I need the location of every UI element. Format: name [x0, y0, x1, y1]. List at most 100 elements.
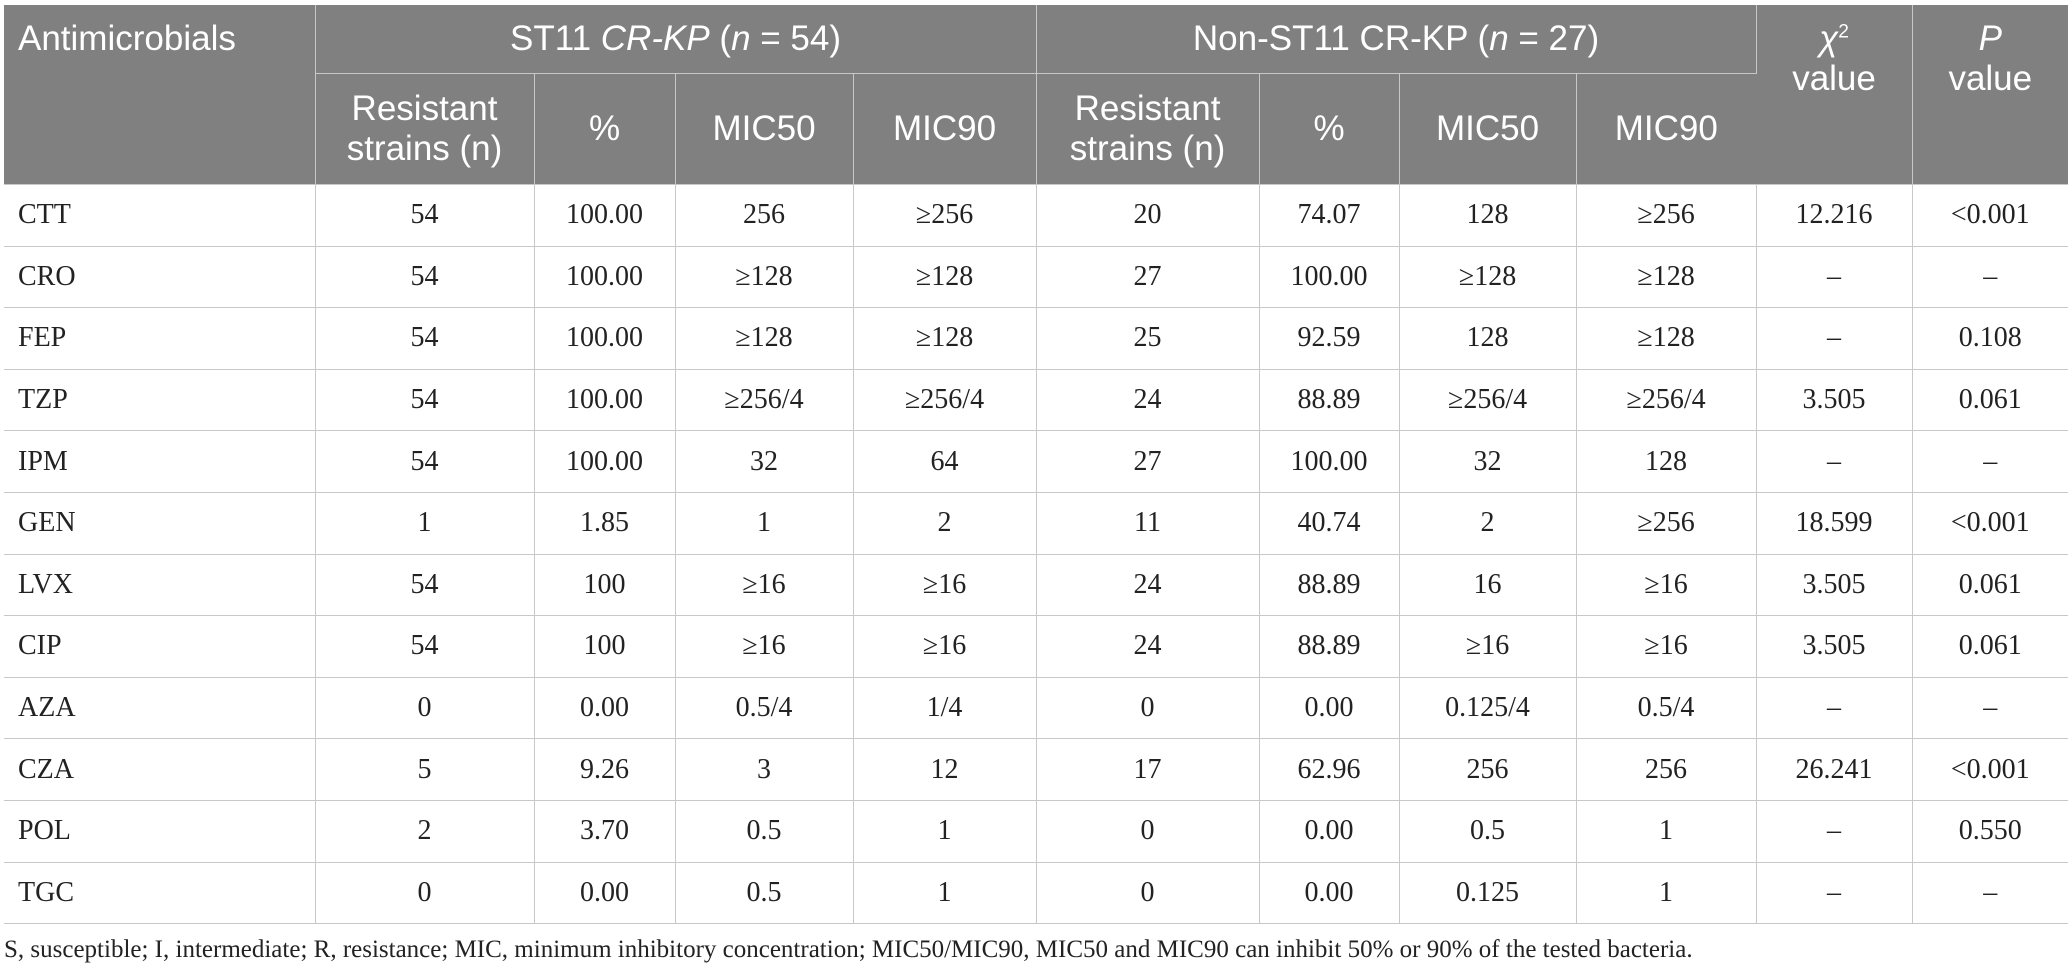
non-st11-mic50-cell: 0.125/4 [1399, 677, 1577, 740]
non-st11-percent-cell: 0.00 [1259, 800, 1400, 863]
non-st11-resistant-cell: 24 [1036, 369, 1260, 432]
st11-percent-cell: 0.00 [534, 677, 676, 740]
antimicrobial-cell: TGC [4, 862, 316, 925]
st11-percent-cell: 100 [534, 554, 676, 617]
chi-square-cell: 3.505 [1756, 369, 1913, 432]
st11-mic50-cell: 3 [675, 738, 854, 801]
non-st11-mic90-cell: 0.5/4 [1576, 677, 1757, 740]
non-st11-mic50-cell: 0.5 [1399, 800, 1577, 863]
non-st11-mic90-cell: 128 [1576, 430, 1757, 493]
st11-percent-cell: 100.00 [534, 184, 676, 247]
header-st11-resistant: Resistant strains (n) [315, 73, 535, 185]
st11-mic90-cell: ≥16 [853, 554, 1037, 617]
st11-resistant-cell: 5 [315, 738, 535, 801]
st11-resistant-cell: 0 [315, 862, 535, 925]
non-st11-percent-cell: 88.89 [1259, 554, 1400, 617]
table-row: CRO 54 100.00 ≥128 ≥128 27 100.00 ≥128 ≥128– – [4, 246, 2068, 309]
header-non-st11-mic50: MIC50 [1399, 73, 1577, 185]
non-st11-suffix: = 27) [1508, 19, 1600, 58]
non-st11-resistant-cell: 20 [1036, 184, 1260, 247]
st11-mic90-cell: 1 [853, 862, 1037, 925]
st11-mic50-cell: 0.5/4 [675, 677, 854, 740]
st11-mic50-cell: ≥128 [675, 307, 854, 370]
header-non-st11-percent: % [1259, 73, 1400, 185]
non-st11-mic90-cell: 1 [1576, 800, 1757, 863]
table-body: CTT 54 100.00 256 ≥256 20 74.07 128 ≥256 12.216 <0… [4, 184, 2068, 925]
header-group-st11: ST11 CR-KP (n = 54) [315, 5, 1037, 74]
st11-percent-cell: 100.00 [534, 430, 676, 493]
chi-superscript: 2 [1838, 21, 1849, 43]
antimicrobial-cell: TZP [4, 369, 316, 432]
non-st11-mic90-cell: ≥256/4 [1576, 369, 1757, 432]
p-value-cell: <0.001 [1912, 492, 2068, 555]
non-st11-mic90-cell: ≥128 [1576, 307, 1757, 370]
antimicrobial-resistance-table: Antimicrobials ST11 CR-KP (n = 54) Non-S… [4, 5, 2068, 925]
non-st11-percent-cell: 88.89 [1259, 615, 1400, 678]
non-st11-percent-cell: 62.96 [1259, 738, 1400, 801]
non-st11-mic90-cell: ≥16 [1576, 554, 1757, 617]
non-st11-mic90-cell: ≥256 [1576, 184, 1757, 247]
st11-resistant-cell: 54 [315, 615, 535, 678]
st11-mic90-cell: 1 [853, 800, 1037, 863]
non-st11-percent-cell: 40.74 [1259, 492, 1400, 555]
non-st11-mic90-cell: ≥256 [1576, 492, 1757, 555]
non-st11-resistant-cell: 17 [1036, 738, 1260, 801]
header-st11-percent: % [534, 73, 676, 185]
chi-square-cell: 12.216 [1756, 184, 1913, 247]
chi-symbol: χ [1819, 19, 1839, 58]
antimicrobial-cell: IPM [4, 430, 316, 493]
st11-resistant-cell: 2 [315, 800, 535, 863]
st11-mic90-cell: ≥128 [853, 307, 1037, 370]
st11-percent-cell: 3.70 [534, 800, 676, 863]
antimicrobial-cell: CRO [4, 246, 316, 309]
st11-mic90-cell: ≥16 [853, 615, 1037, 678]
st11-resistant-cell: 54 [315, 184, 535, 247]
antimicrobial-cell: AZA [4, 677, 316, 740]
antimicrobial-cell: CTT [4, 184, 316, 247]
header-chi-square: χ2 value [1756, 5, 1913, 185]
st11-mic90-cell: ≥128 [853, 246, 1037, 309]
chi-square-cell: 3.505 [1756, 554, 1913, 617]
chi-square-cell: – [1756, 307, 1913, 370]
st11-resistant-cell: 54 [315, 554, 535, 617]
st11-mic50-cell: 0.5 [675, 862, 854, 925]
st11-prefix: ST11 [510, 19, 601, 58]
table-row: FEP 54 100.00 ≥128 ≥128 25 92.59 128 ≥128–0.108 [4, 307, 2068, 370]
st11-mic50-cell: ≥128 [675, 246, 854, 309]
non-st11-mic50-cell: 256 [1399, 738, 1577, 801]
non-st11-mic50-cell: ≥256/4 [1399, 369, 1577, 432]
table-row: GEN 1 1.85 1 2 11 40.74 2 ≥256 18.599 <0.001 [4, 492, 2068, 555]
st11-n: n [731, 19, 751, 58]
st11-mic50-cell: 256 [675, 184, 854, 247]
chi-square-cell: – [1756, 862, 1913, 925]
non-st11-mic50-cell: ≥16 [1399, 615, 1577, 678]
header-st11-mic90: MIC90 [853, 73, 1037, 185]
header-non-st11-resistant: Resistant strains (n) [1036, 73, 1260, 185]
p-value-cell: 0.061 [1912, 554, 2068, 617]
st11-percent-cell: 100 [534, 615, 676, 678]
p-value-cell: <0.001 [1912, 738, 2068, 801]
antimicrobial-cell: GEN [4, 492, 316, 555]
non-st11-mic50-cell: ≥128 [1399, 246, 1577, 309]
non-st11-resistant-cell: 11 [1036, 492, 1260, 555]
non-st11-percent-cell: 74.07 [1259, 184, 1400, 247]
st11-resistant-cell: 54 [315, 246, 535, 309]
non-st11-resistant-cell: 27 [1036, 246, 1260, 309]
non-st11-resistant-cell: 0 [1036, 677, 1260, 740]
non-st11-mic50-cell: 0.125 [1399, 862, 1577, 925]
non-st11-percent-cell: 0.00 [1259, 862, 1400, 925]
table-row: CTT 54 100.00 256 ≥256 20 74.07 128 ≥256 12.216 <0… [4, 184, 2068, 247]
p-value-cell: – [1912, 677, 2068, 740]
st11-mic50-cell: ≥256/4 [675, 369, 854, 432]
table-header: Antimicrobials ST11 CR-KP (n = 54) Non-S… [4, 5, 2068, 185]
non-st11-prefix: Non-ST11 CR-KP ( [1192, 19, 1490, 58]
st11-percent-cell: 9.26 [534, 738, 676, 801]
st11-resistant-cell: 54 [315, 307, 535, 370]
p-value-cell: <0.001 [1912, 184, 2068, 247]
st11-mid: ( [709, 19, 732, 58]
non-st11-mic90-cell: 256 [1576, 738, 1757, 801]
non-st11-mic90-cell: ≥16 [1576, 615, 1757, 678]
st11-percent-cell: 0.00 [534, 862, 676, 925]
table-row: LVX 54 100 ≥16 ≥16 24 88.89 16 ≥16 3.505 0.061 [4, 554, 2068, 617]
st11-mic90-cell: 2 [853, 492, 1037, 555]
